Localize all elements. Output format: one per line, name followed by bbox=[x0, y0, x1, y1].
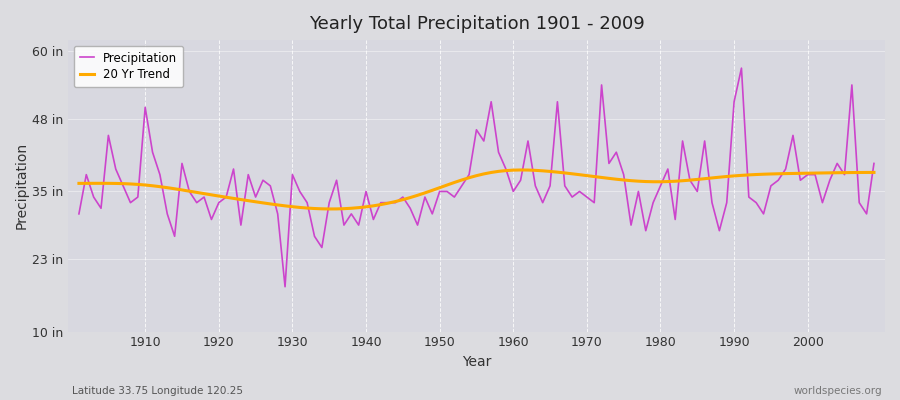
20 Yr Trend bbox=[294, 205, 305, 210]
Precipitation bbox=[346, 212, 356, 216]
Line: 20 Yr Trend: 20 Yr Trend bbox=[79, 170, 874, 209]
20 Yr Trend bbox=[515, 168, 526, 172]
Line: Precipitation: Precipitation bbox=[79, 68, 874, 287]
Precipitation bbox=[132, 195, 143, 200]
20 Yr Trend bbox=[868, 170, 879, 175]
20 Yr Trend bbox=[132, 182, 143, 187]
20 Yr Trend bbox=[324, 206, 335, 211]
Precipitation bbox=[280, 284, 291, 289]
20 Yr Trend bbox=[74, 181, 85, 186]
Text: worldspecies.org: worldspecies.org bbox=[794, 386, 882, 396]
Text: Latitude 33.75 Longitude 120.25: Latitude 33.75 Longitude 120.25 bbox=[72, 386, 243, 396]
20 Yr Trend bbox=[523, 168, 534, 172]
Precipitation bbox=[868, 161, 879, 166]
20 Yr Trend bbox=[611, 177, 622, 182]
20 Yr Trend bbox=[508, 168, 518, 172]
Precipitation bbox=[515, 178, 526, 183]
Precipitation bbox=[604, 161, 615, 166]
Precipitation bbox=[74, 212, 85, 216]
Precipitation bbox=[736, 66, 747, 70]
X-axis label: Year: Year bbox=[462, 355, 491, 369]
20 Yr Trend bbox=[346, 206, 356, 211]
Title: Yearly Total Precipitation 1901 - 2009: Yearly Total Precipitation 1901 - 2009 bbox=[309, 15, 644, 33]
Y-axis label: Precipitation: Precipitation bbox=[15, 142, 29, 230]
Precipitation bbox=[508, 189, 518, 194]
Legend: Precipitation, 20 Yr Trend: Precipitation, 20 Yr Trend bbox=[74, 46, 184, 87]
Precipitation bbox=[302, 200, 312, 205]
